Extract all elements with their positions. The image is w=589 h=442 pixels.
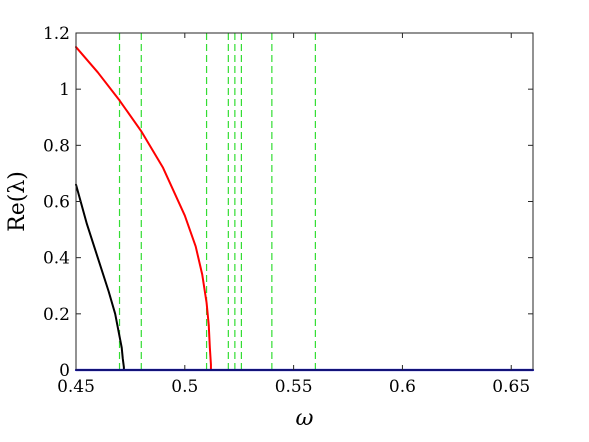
x-axis-title: ω xyxy=(296,406,314,431)
x-tick-label: 0.6 xyxy=(389,377,416,397)
series-line-red-curve xyxy=(75,46,212,371)
x-tick-label: 0.55 xyxy=(275,377,313,397)
y-tick-label: 0.8 xyxy=(43,136,70,156)
y-axis-title: Re(λ) xyxy=(5,171,30,232)
y-tick-label: 0.2 xyxy=(43,305,70,325)
ticks-layer xyxy=(75,32,533,371)
y-tick-label: 1.2 xyxy=(43,24,70,44)
y-tick-label: 0.6 xyxy=(43,193,70,213)
y-tick-label: 1 xyxy=(59,80,70,100)
y-tick-label: 0.4 xyxy=(43,249,70,269)
x-tick-label: 0.5 xyxy=(171,377,198,397)
x-tick-label: 0.65 xyxy=(492,377,530,397)
y-tick-labels: 0 0.2 0.4 0.6 0.8 1 1.2 xyxy=(43,24,70,381)
plot-area xyxy=(74,32,535,372)
y-tick-label: 0 xyxy=(59,361,70,381)
axes-box xyxy=(76,33,533,370)
x-tick-label: 0.45 xyxy=(57,377,95,397)
vertical-reference-lines xyxy=(118,33,316,370)
x-tick-labels: 0.45 0.5 0.55 0.6 0.65 xyxy=(57,377,530,397)
series-line-black-curve xyxy=(75,183,125,371)
